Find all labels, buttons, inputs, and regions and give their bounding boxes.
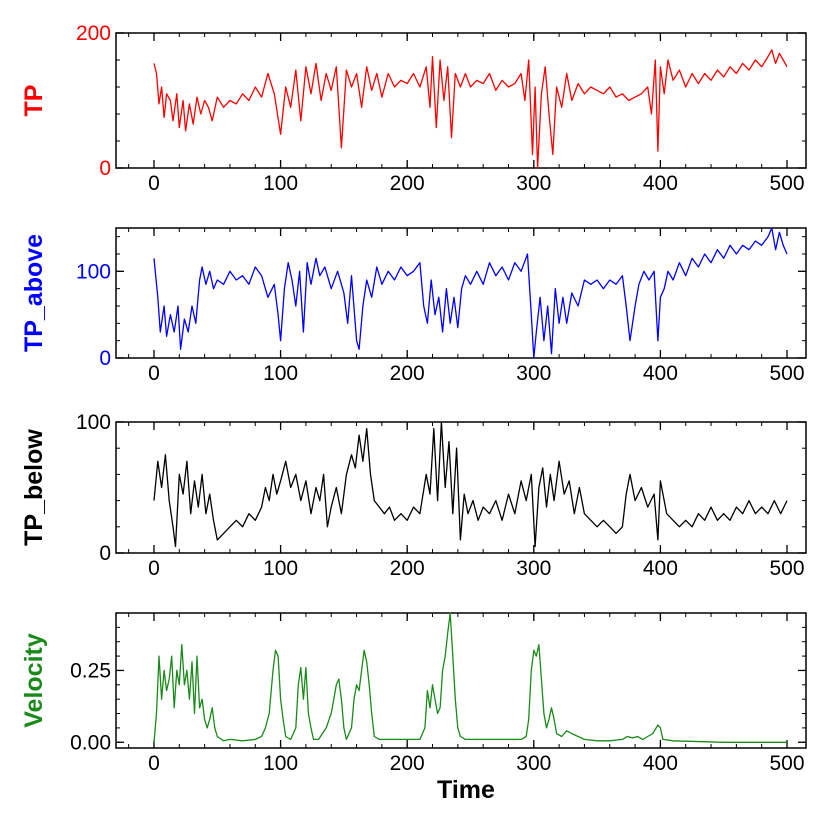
x-tick-label: 100 [263,752,298,775]
axes-frame [115,421,807,554]
y-tick-label: 200 [76,22,111,45]
x-tick-label: 500 [769,752,804,775]
x-tick-label: 100 [263,362,298,385]
series-line-tp_below [153,421,788,548]
y-tick-label: 0.25 [70,659,111,682]
panel-3: 0 100 200 300 400 500 0 100 TP_below [20,411,807,580]
x-tick-label: 200 [390,752,425,775]
x-tick-label: 500 [769,557,804,580]
series-line-velocity [153,612,787,743]
x-tick-label: 400 [643,557,678,580]
panel-4: 0 100 200 300 400 500 0.00 0.25 Velocity Time [20,612,807,804]
x-tick-label: 300 [516,362,551,385]
x-tick-label: 0 [148,172,160,195]
y-tick-label: 100 [76,260,111,283]
x-tick-label: 500 [769,362,804,385]
x-tick-label: 500 [769,172,804,195]
x-tick-label: 400 [643,172,678,195]
y-axis-title: TP_below [20,429,48,546]
x-tick-label: 400 [643,752,678,775]
axes-frame [115,612,807,749]
x-tick-label: 200 [390,362,425,385]
y-tick-label: 0.00 [70,731,111,754]
y-tick-label: 0 [99,157,111,180]
x-tick-label: 400 [643,362,678,385]
y-tick-label: 0 [99,347,111,370]
x-tick-label: 100 [263,557,298,580]
series-line-tp [153,49,788,169]
x-tick-label: 300 [516,752,551,775]
y-axis-title: TP_above [20,234,48,352]
x-axis-title: Time [437,776,495,804]
x-tick-label: 100 [263,172,298,195]
y-axis-title: Velocity [20,633,48,728]
panel-2: 0 100 200 300 400 500 0 100 TP_above [20,227,807,385]
x-tick-label: 0 [148,752,160,775]
series-line-tp_above [153,227,788,359]
x-tick-label: 200 [390,557,425,580]
x-tick-label: 0 [148,362,160,385]
x-tick-label: 200 [390,172,425,195]
axes-frame [115,32,807,169]
y-tick-label: 0 [99,542,111,565]
x-tick-label: 0 [148,557,160,580]
y-axis-title: TP [20,85,48,117]
x-tick-label: 300 [516,172,551,195]
axes-frame [115,227,807,359]
y-tick-label: 100 [76,411,111,434]
panel-1: 0 100 200 300 400 500 0 200 TP [20,22,807,195]
x-tick-label: 300 [516,557,551,580]
